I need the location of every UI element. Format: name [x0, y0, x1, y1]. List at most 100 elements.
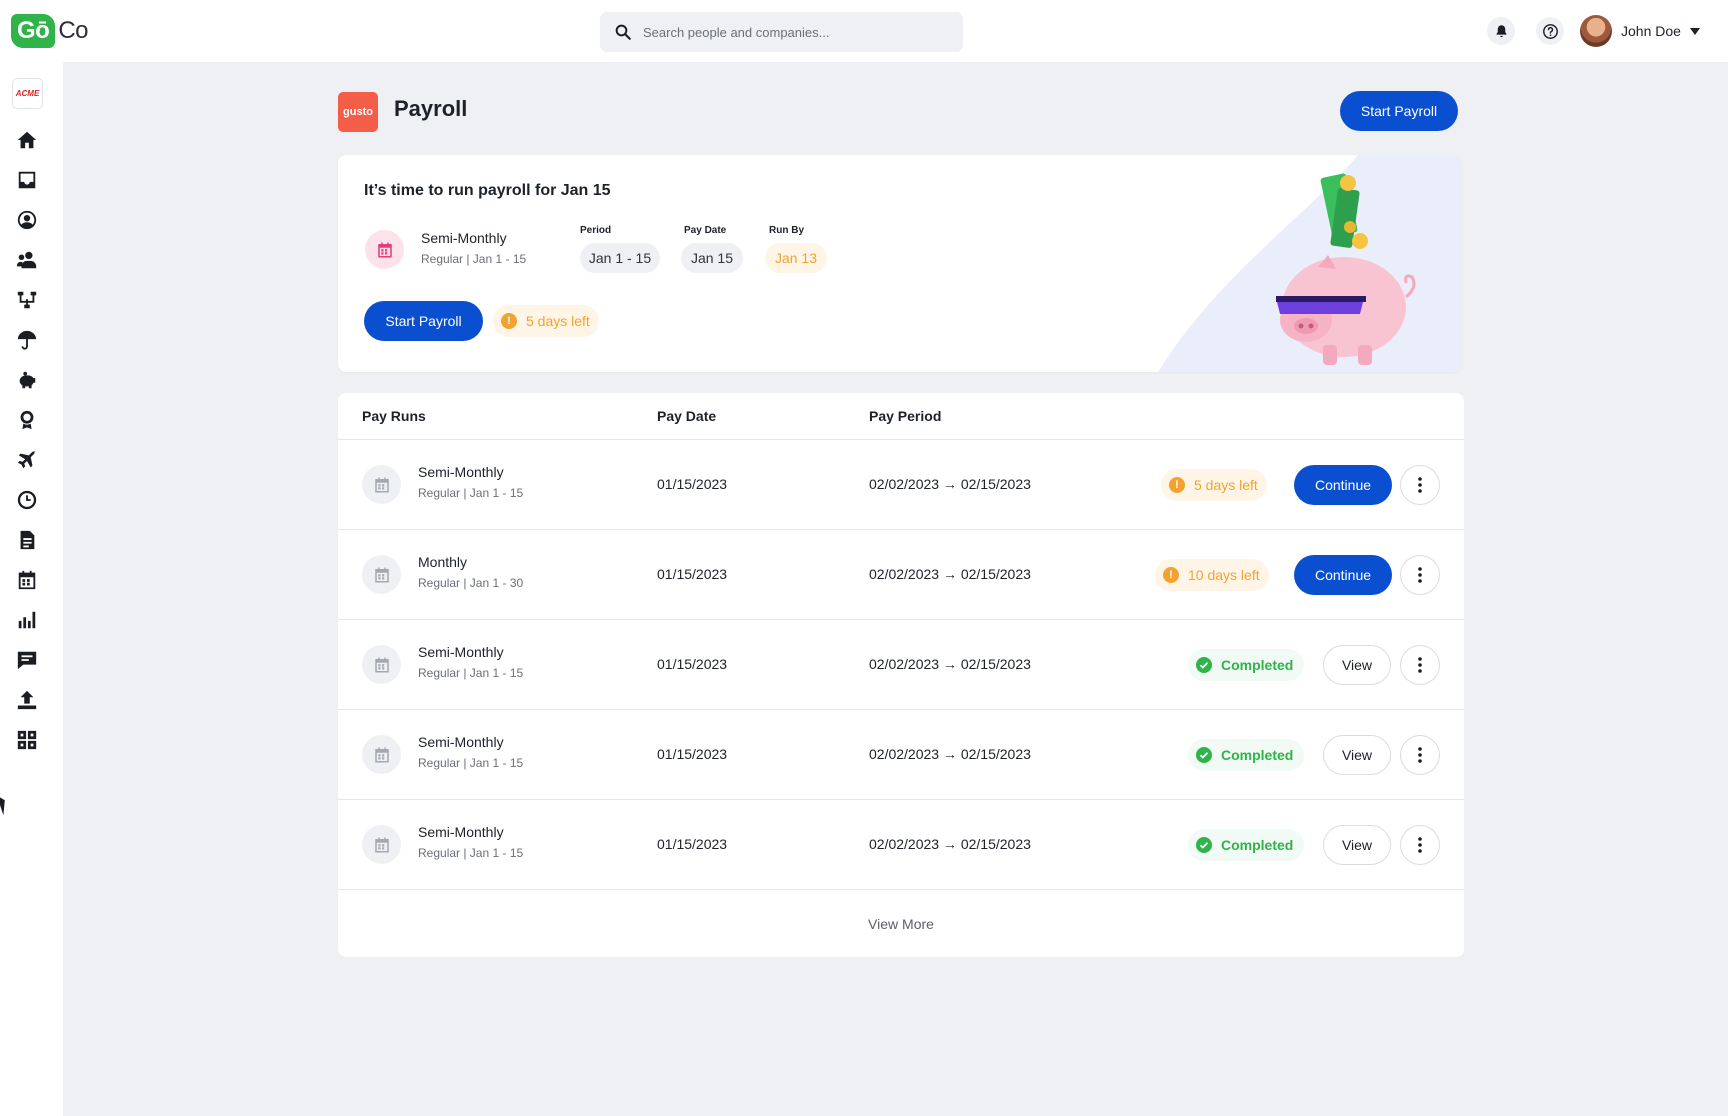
nav-time-off[interactable]	[15, 448, 39, 472]
nav-reports[interactable]	[15, 608, 39, 632]
status-text: 10 days left	[1188, 567, 1260, 583]
goco-logo[interactable]: Gō Co	[11, 14, 89, 48]
more-vertical-icon	[1418, 477, 1422, 493]
more-vertical-icon	[1418, 747, 1422, 763]
run-name: Semi-Monthly	[418, 464, 504, 480]
run-info: Semi-Monthly Regular | Jan 1 - 15	[421, 230, 526, 266]
nav-apps[interactable]	[15, 728, 39, 752]
nav-payroll[interactable]	[15, 368, 39, 392]
row-menu-button[interactable]	[1400, 555, 1440, 595]
run-subtitle: Regular | Jan 1 - 15	[418, 756, 524, 770]
nav-benefits[interactable]	[15, 328, 39, 352]
days-left-badge: ! 5 days left	[493, 305, 599, 337]
run-subtitle: Regular | Jan 1 - 15	[418, 846, 524, 860]
view-button[interactable]: View	[1323, 735, 1391, 775]
pay-date-label: Pay Date	[684, 225, 727, 236]
nav-upload[interactable]	[15, 688, 39, 712]
run-subtitle: Regular | Jan 1 - 15	[421, 252, 527, 266]
warning-icon: !	[501, 313, 517, 329]
continue-button[interactable]: Continue	[1294, 555, 1392, 595]
view-button[interactable]: View	[1323, 825, 1391, 865]
nav-messages[interactable]	[15, 648, 39, 672]
nav-home[interactable]	[15, 128, 39, 152]
notifications-button[interactable]	[1487, 17, 1515, 45]
bar-chart-icon	[18, 611, 36, 629]
row-menu-button[interactable]	[1400, 825, 1440, 865]
calendar-icon	[374, 567, 389, 582]
pay-date-value: Jan 15	[681, 243, 743, 273]
nav-people[interactable]	[15, 248, 39, 272]
table-row: Semi-Monthly Regular | Jan 1 - 15 01/15/…	[338, 439, 1464, 529]
warning-icon: !	[1169, 477, 1185, 493]
help-icon	[1542, 23, 1558, 39]
company-logo[interactable]: ACME	[12, 78, 43, 109]
period-value: Jan 1 - 15	[580, 243, 660, 273]
benefits-icon	[17, 330, 37, 350]
run-info: Semi-Monthly Regular | Jan 1 - 15	[418, 824, 523, 860]
pay-date-cell: 01/15/2023	[657, 656, 728, 672]
calendar-badge	[362, 465, 401, 504]
message-icon	[17, 651, 37, 670]
run-name: Monthly	[418, 554, 468, 570]
award-icon	[20, 410, 34, 430]
view-button[interactable]: View	[1323, 645, 1391, 685]
calendar-badge	[362, 735, 401, 774]
calendar-icon	[374, 837, 389, 852]
user-menu[interactable]: John Doe	[1580, 15, 1700, 47]
run-info: Semi-Monthly Regular | Jan 1 - 15	[418, 464, 523, 500]
status-badge: Completed	[1188, 829, 1305, 861]
nav-awards[interactable]	[15, 408, 39, 432]
people-icon	[16, 251, 37, 269]
run-name: Semi-Monthly	[421, 230, 507, 246]
run-subtitle: Regular | Jan 1 - 30	[418, 576, 524, 590]
run-info: Monthly Regular | Jan 1 - 30	[418, 554, 523, 590]
more-vertical-icon	[1418, 837, 1422, 853]
nav-time-tracking[interactable]	[15, 488, 39, 512]
calendar-icon	[374, 747, 389, 762]
continue-button[interactable]: Continue	[1294, 465, 1392, 505]
nav-inbox[interactable]	[15, 168, 39, 192]
pay-period-cell: 02/02/2023 → 02/15/2023	[869, 566, 1031, 582]
logo-go: Gō	[11, 14, 56, 48]
pay-date-cell: 01/15/2023	[657, 476, 728, 492]
help-button[interactable]	[1536, 17, 1564, 45]
row-menu-button[interactable]	[1400, 465, 1440, 505]
inbox-icon	[18, 171, 36, 189]
pay-period-cell: 02/02/2023 → 02/15/2023	[869, 476, 1031, 492]
nav-org-chart[interactable]	[15, 288, 39, 312]
col-header-pay-date: Pay Date	[657, 408, 717, 424]
run-info: Semi-Monthly Regular | Jan 1 - 15	[418, 734, 523, 770]
nav-calendar[interactable]	[15, 568, 39, 592]
nav-documents[interactable]	[15, 528, 39, 552]
calendar-icon	[374, 477, 389, 492]
status-badge: Completed	[1188, 649, 1305, 681]
calendar-icon	[377, 242, 392, 257]
airplane-icon	[17, 450, 36, 469]
search-input[interactable]	[643, 24, 943, 40]
page-title: Payroll	[394, 96, 468, 121]
table-row: Semi-Monthly Regular | Jan 1 - 15 01/15/…	[338, 709, 1464, 799]
upcoming-payroll-card: It’s time to run payroll for Jan 15 Semi…	[338, 155, 1462, 372]
pay-date-cell: 01/15/2023	[657, 746, 728, 762]
pay-period-cell: 02/02/2023 → 02/15/2023	[869, 656, 1031, 672]
nav-profile[interactable]	[15, 208, 39, 232]
calendar-badge	[365, 230, 404, 269]
run-name: Semi-Monthly	[418, 644, 504, 660]
org-chart-icon	[17, 291, 37, 309]
search-bar[interactable]	[600, 12, 963, 52]
view-more-link[interactable]: View More	[338, 889, 1464, 957]
row-menu-button[interactable]	[1400, 735, 1440, 775]
table-row: Monthly Regular | Jan 1 - 30 01/15/2023 …	[338, 529, 1464, 619]
status-text: Completed	[1221, 747, 1294, 763]
card-start-payroll-button[interactable]: Start Payroll	[364, 301, 483, 341]
mouse-cursor-icon	[0, 793, 10, 816]
start-payroll-button[interactable]: Start Payroll	[1340, 91, 1458, 131]
row-menu-button[interactable]	[1400, 645, 1440, 685]
user-name: John Doe	[1621, 23, 1681, 39]
calendar-badge	[362, 555, 401, 594]
logo-co: Co	[58, 17, 89, 44]
piggy-bank-illustration	[1158, 155, 1462, 372]
upload-icon	[17, 690, 37, 710]
home-icon	[17, 131, 37, 149]
more-vertical-icon	[1418, 567, 1422, 583]
